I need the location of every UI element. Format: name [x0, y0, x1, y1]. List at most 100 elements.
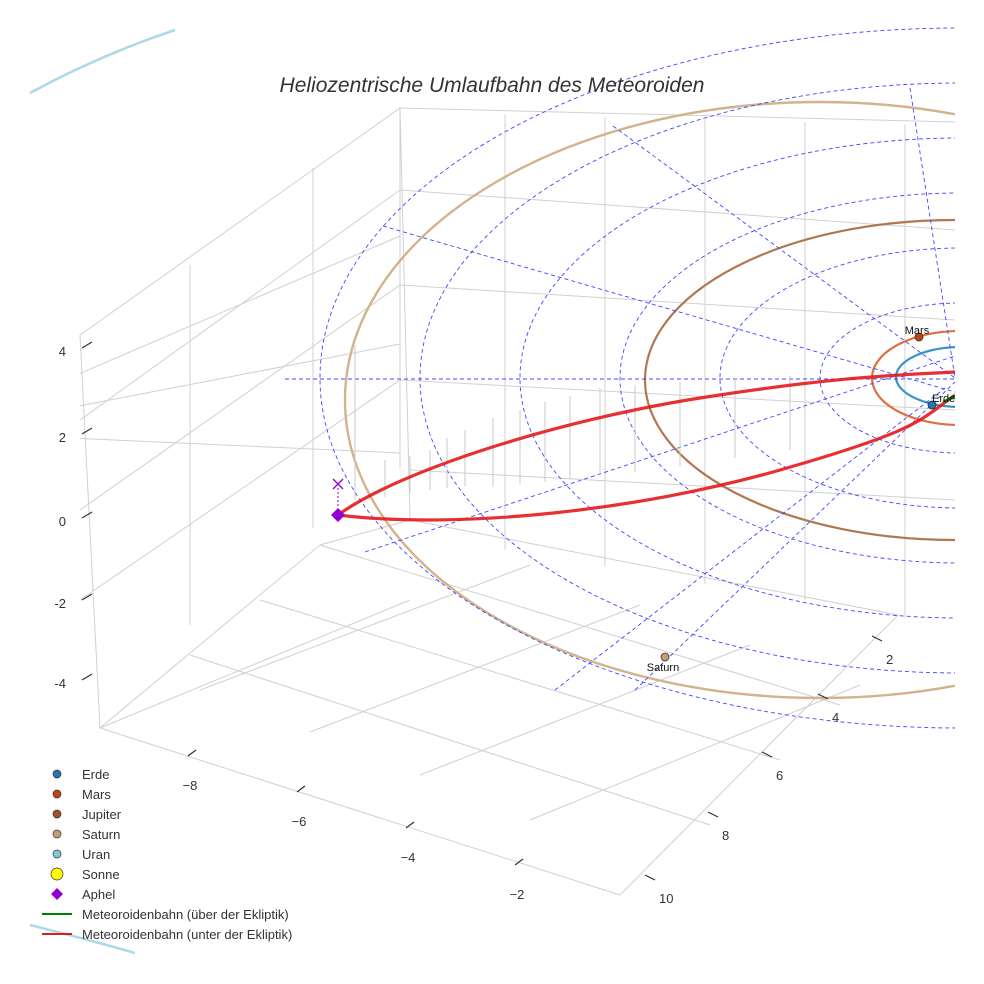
legend-dot	[52, 829, 62, 839]
ref-line	[382, 225, 955, 393]
legend-symbol	[38, 884, 78, 904]
legend-label: Aphel	[82, 886, 116, 902]
legend-item[interactable]: Mars	[38, 784, 292, 804]
x-tick	[405, 821, 415, 829]
orbit-erde	[894, 346, 955, 408]
legend-symbol	[38, 904, 78, 924]
grid-line	[99, 544, 321, 729]
x-tick	[187, 749, 197, 757]
planet-label: Saturn	[647, 662, 679, 674]
meteoroid-orbit-below	[337, 393, 955, 522]
grid-line	[99, 599, 411, 729]
legend-item[interactable]: Saturn	[38, 824, 292, 844]
y-tick-label: 8	[722, 828, 729, 843]
y-tick	[817, 693, 829, 700]
grid-line	[409, 519, 899, 616]
legend-label: Uran	[82, 846, 111, 862]
z-tick	[81, 427, 93, 435]
x-tick-label: −2	[510, 887, 525, 902]
legend-label: Meteoroidenbahn (über der Ekliptik)	[82, 906, 289, 922]
legend-symbol	[38, 824, 78, 844]
ref-line	[612, 125, 955, 379]
axis-ticks: 4 2 0 -2 -4 −8 −6 −4 −2 2 4 6 8 10	[54, 341, 893, 906]
ref-line	[554, 387, 946, 691]
y-tick	[707, 811, 719, 818]
meteoroid-orbit-below	[337, 370, 955, 517]
grid-line	[399, 379, 956, 411]
orbit-jupiter	[643, 218, 955, 542]
grid-line	[399, 189, 956, 231]
planet-marker-mars	[914, 332, 924, 342]
z-tick-label: 4	[59, 344, 66, 359]
grid-line	[79, 343, 401, 407]
legend-item[interactable]: Meteoroidenbahn (unter der Ekliptik)	[38, 924, 292, 944]
y-tick-label: 10	[659, 891, 673, 906]
legend-label: Mars	[82, 786, 111, 802]
meteoroid-orbit	[337, 345, 955, 522]
meteoroid-orbit-above	[942, 394, 955, 404]
legend-dot	[50, 867, 64, 881]
grid-line	[199, 564, 531, 691]
planet-marker-saturn	[660, 652, 670, 662]
x-tick-label: −4	[401, 850, 416, 865]
legend-symbol	[38, 924, 78, 944]
ref-circle	[519, 137, 955, 619]
grid-line	[79, 107, 956, 336]
z-tick	[81, 673, 93, 681]
z-tick-label: 2	[59, 430, 66, 445]
legend[interactable]: Erde Mars Jupiter Saturn Uran Sonne Aphel Meteo…	[38, 764, 292, 944]
legend-dot	[52, 789, 62, 799]
y-tick-label: 6	[776, 768, 783, 783]
ref-circle	[419, 82, 955, 674]
legend-item[interactable]: Aphel	[38, 884, 292, 904]
legend-item[interactable]: Uran	[38, 844, 292, 864]
y-tick	[871, 635, 883, 642]
grid-line	[529, 684, 861, 821]
legend-item[interactable]: Sonne	[38, 864, 292, 884]
legend-item[interactable]: Erde	[38, 764, 292, 784]
x-tick-label: −8	[183, 778, 198, 793]
y-tick	[761, 751, 773, 758]
legend-symbol	[38, 844, 78, 864]
grid-line	[79, 379, 401, 601]
x-tick-label: −6	[292, 814, 307, 829]
grid-line	[399, 284, 956, 321]
z-tick-label: -4	[54, 676, 66, 691]
grid-line	[619, 614, 899, 896]
legend-diamond	[51, 888, 63, 900]
legend-dot	[52, 809, 62, 819]
grid-line	[409, 469, 956, 501]
legend-symbol	[38, 864, 78, 884]
planet-marker-erde	[927, 400, 937, 410]
grid-line	[309, 604, 641, 733]
orbit-uran	[29, 923, 136, 955]
grid-line	[189, 654, 711, 826]
orbit-uran	[29, 28, 176, 95]
planet-label: Erde	[932, 393, 955, 405]
legend-symbol	[38, 784, 78, 804]
legend-label: Saturn	[82, 826, 121, 842]
chart-title: Heliozentrische Umlaufbahn des Meteoroid…	[279, 74, 705, 97]
ecliptic-reference-grid	[285, 27, 955, 729]
legend-item[interactable]: Meteoroidenbahn (über der Ekliptik)	[38, 904, 292, 924]
legend-dot	[52, 849, 62, 859]
legend-dot	[52, 769, 62, 779]
orbit-mars	[870, 329, 955, 427]
legend-label: Erde	[82, 766, 110, 782]
z-tick	[81, 511, 93, 519]
grid-line	[79, 438, 401, 454]
legend-label: Jupiter	[82, 806, 122, 822]
grid-line	[319, 544, 841, 706]
grid-line	[79, 189, 401, 421]
legend-label: Sonne	[82, 866, 120, 882]
ref-circle	[819, 302, 955, 454]
z-tick-label: -2	[54, 596, 66, 611]
body-markers: Erde Mars Saturn	[331, 325, 955, 674]
planet-label: Mars	[905, 325, 930, 337]
grid-line	[79, 284, 401, 511]
z-tick	[81, 593, 93, 601]
y-tick-label: 2	[886, 652, 893, 667]
legend-item[interactable]: Jupiter	[38, 804, 292, 824]
legend-symbol	[38, 804, 78, 824]
